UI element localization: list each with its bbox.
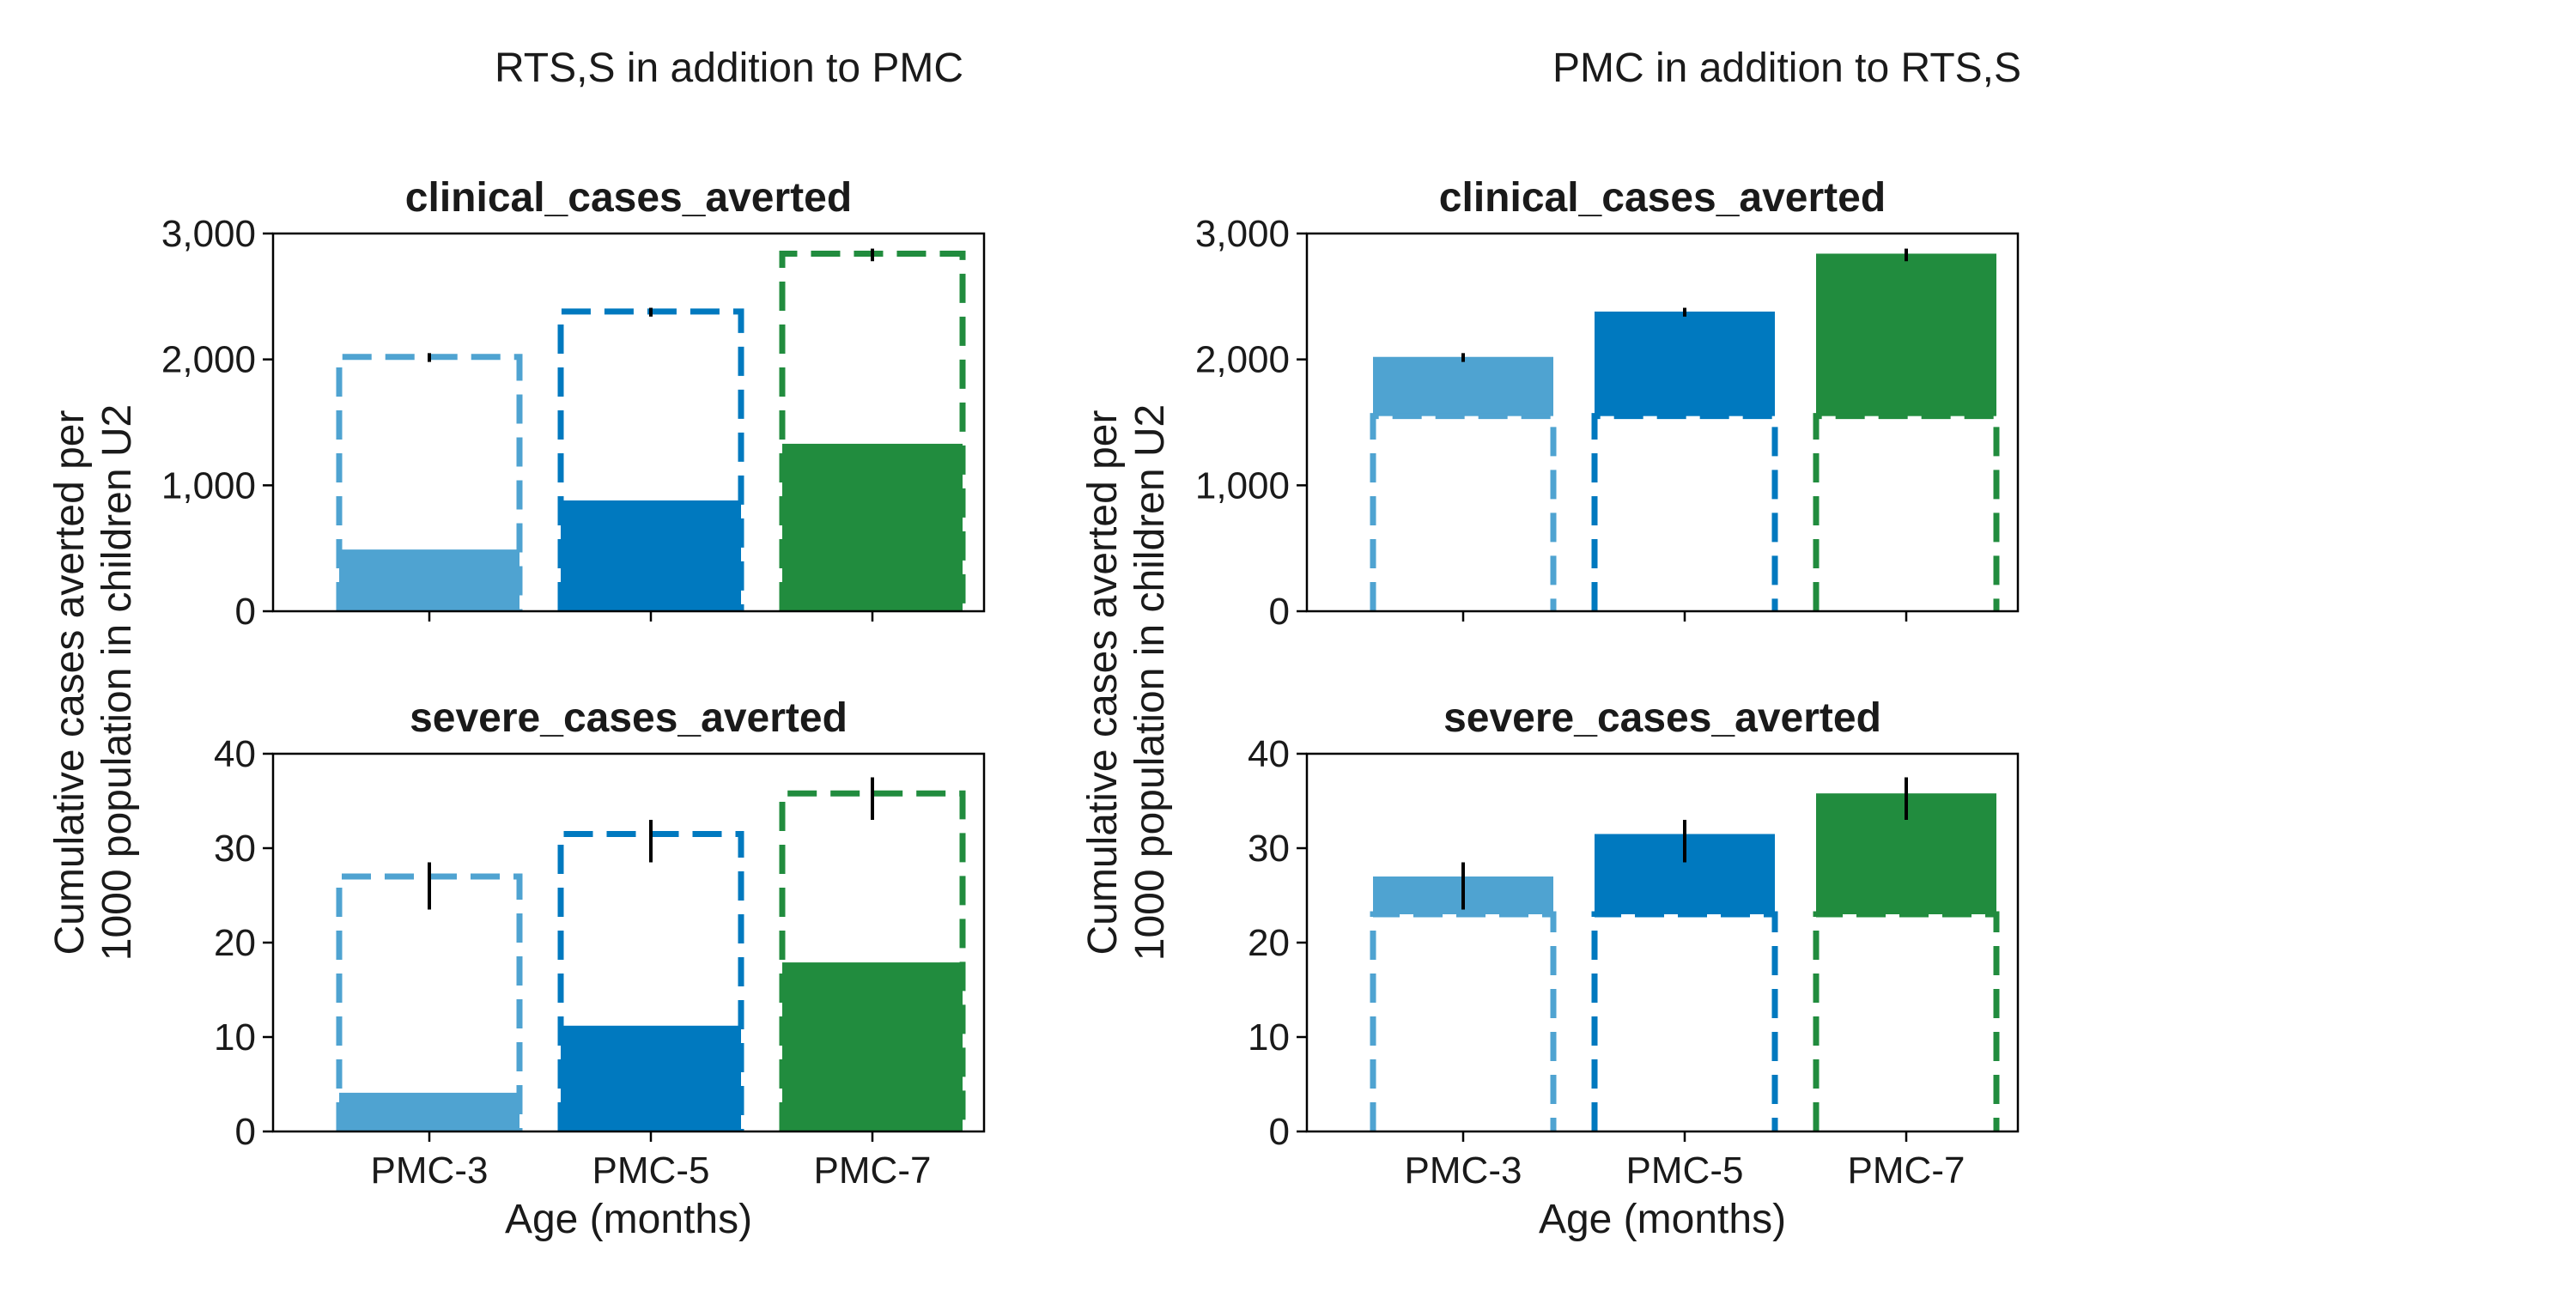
- y-axis-title-right: Cumulative cases averted per1000 populat…: [1080, 404, 1173, 961]
- panel3-frame: [1305, 232, 2020, 613]
- panel4-bar-dashed-PMC-3: [1370, 911, 1557, 1131]
- panel2-ytick-label-40: 40: [214, 733, 256, 775]
- panel1-ytick-label-1000: 1,000: [161, 464, 256, 506]
- panel4-ytick-label-30: 30: [1248, 828, 1290, 870]
- y-axis-title-line: 1000 population in children U2: [94, 404, 140, 961]
- panel1-bar-solid-PMC-3: [339, 549, 519, 611]
- panel1-ytick-label-3000: 3,000: [161, 213, 256, 255]
- panel3-bar-dashed-PMC-7: [1813, 413, 2000, 611]
- panel3-ytick-label-0: 0: [1269, 591, 1290, 633]
- panel2-xtick-label-PMC-5: PMC-5: [592, 1149, 710, 1192]
- panel4-xtick-label-PMC-7: PMC-7: [1848, 1149, 1965, 1192]
- panel2-bar-dashed-PMC-7: [779, 790, 966, 1131]
- panel2-bar-solid-PMC-7: [782, 962, 963, 1131]
- panel4-xtick-label-PMC-5: PMC-5: [1626, 1149, 1744, 1192]
- panel3-bar-solid-PMC-7: [1816, 253, 1996, 416]
- panel3-bar-solid-PMC-3: [1373, 356, 1553, 416]
- panel1-bar-solid-PMC-5: [561, 500, 741, 611]
- panel3-group-title: PMC in addition to RTS,S: [1552, 45, 2021, 91]
- panel2-ytick-label-20: 20: [214, 922, 256, 964]
- panel1-ytick-label-2000: 2,000: [161, 339, 256, 381]
- panel3-ytick-label-1000: 1,000: [1195, 464, 1290, 506]
- panel2-bar-solid-PMC-5: [561, 1025, 741, 1131]
- panel2-ytick-label-10: 10: [214, 1016, 256, 1058]
- panel4-bar-dashed-PMC-5: [1591, 911, 1778, 1131]
- panel3-bar-solid-PMC-5: [1595, 311, 1775, 416]
- panel4-x-axis-title: Age (months): [1539, 1197, 1786, 1242]
- panel4-bar-dashed-PMC-7: [1813, 911, 2000, 1131]
- panel4-ytick-label-40: 40: [1248, 733, 1290, 775]
- panel3-title: clinical_cases_averted: [1439, 175, 1886, 221]
- panel2-title: severe_cases_averted: [410, 695, 848, 741]
- panel4-title: severe_cases_averted: [1443, 695, 1881, 741]
- panel1-group-title: RTS,S in addition to PMC: [495, 45, 963, 91]
- panel3-bar-dashed-PMC-5: [1591, 413, 1778, 611]
- panel4-ytick-label-0: 0: [1269, 1111, 1290, 1153]
- y-axis-title-line: Cumulative cases averted per: [1080, 410, 1126, 955]
- panel2-bar-solid-PMC-3: [339, 1092, 519, 1131]
- panel4-ytick-label-10: 10: [1248, 1016, 1290, 1058]
- y-axis-title-left: Cumulative cases averted per1000 populat…: [47, 404, 140, 961]
- panel1-frame: [271, 232, 986, 613]
- panel2-x-axis-title: Age (months): [505, 1197, 752, 1242]
- panel2-xtick-label-PMC-3: PMC-3: [371, 1149, 489, 1192]
- y-axis-title-line: Cumulative cases averted per: [47, 410, 93, 955]
- panel2-ytick-label-30: 30: [214, 828, 256, 870]
- panel2-ytick-label-0: 0: [235, 1111, 256, 1153]
- panel3-ytick-label-2000: 2,000: [1195, 339, 1290, 381]
- y-axis-title-line: 1000 population in children U2: [1127, 404, 1173, 961]
- panel1-ytick-label-0: 0: [235, 591, 256, 633]
- panel2-xtick-label-PMC-7: PMC-7: [814, 1149, 932, 1192]
- panel4-ytick-label-20: 20: [1248, 922, 1290, 964]
- panel1-bar-solid-PMC-7: [782, 443, 963, 611]
- panel3-ytick-label-3000: 3,000: [1195, 213, 1290, 255]
- panel1-title: clinical_cases_averted: [405, 175, 852, 221]
- panel3-bar-dashed-PMC-3: [1370, 413, 1557, 611]
- panel4-xtick-label-PMC-3: PMC-3: [1405, 1149, 1522, 1192]
